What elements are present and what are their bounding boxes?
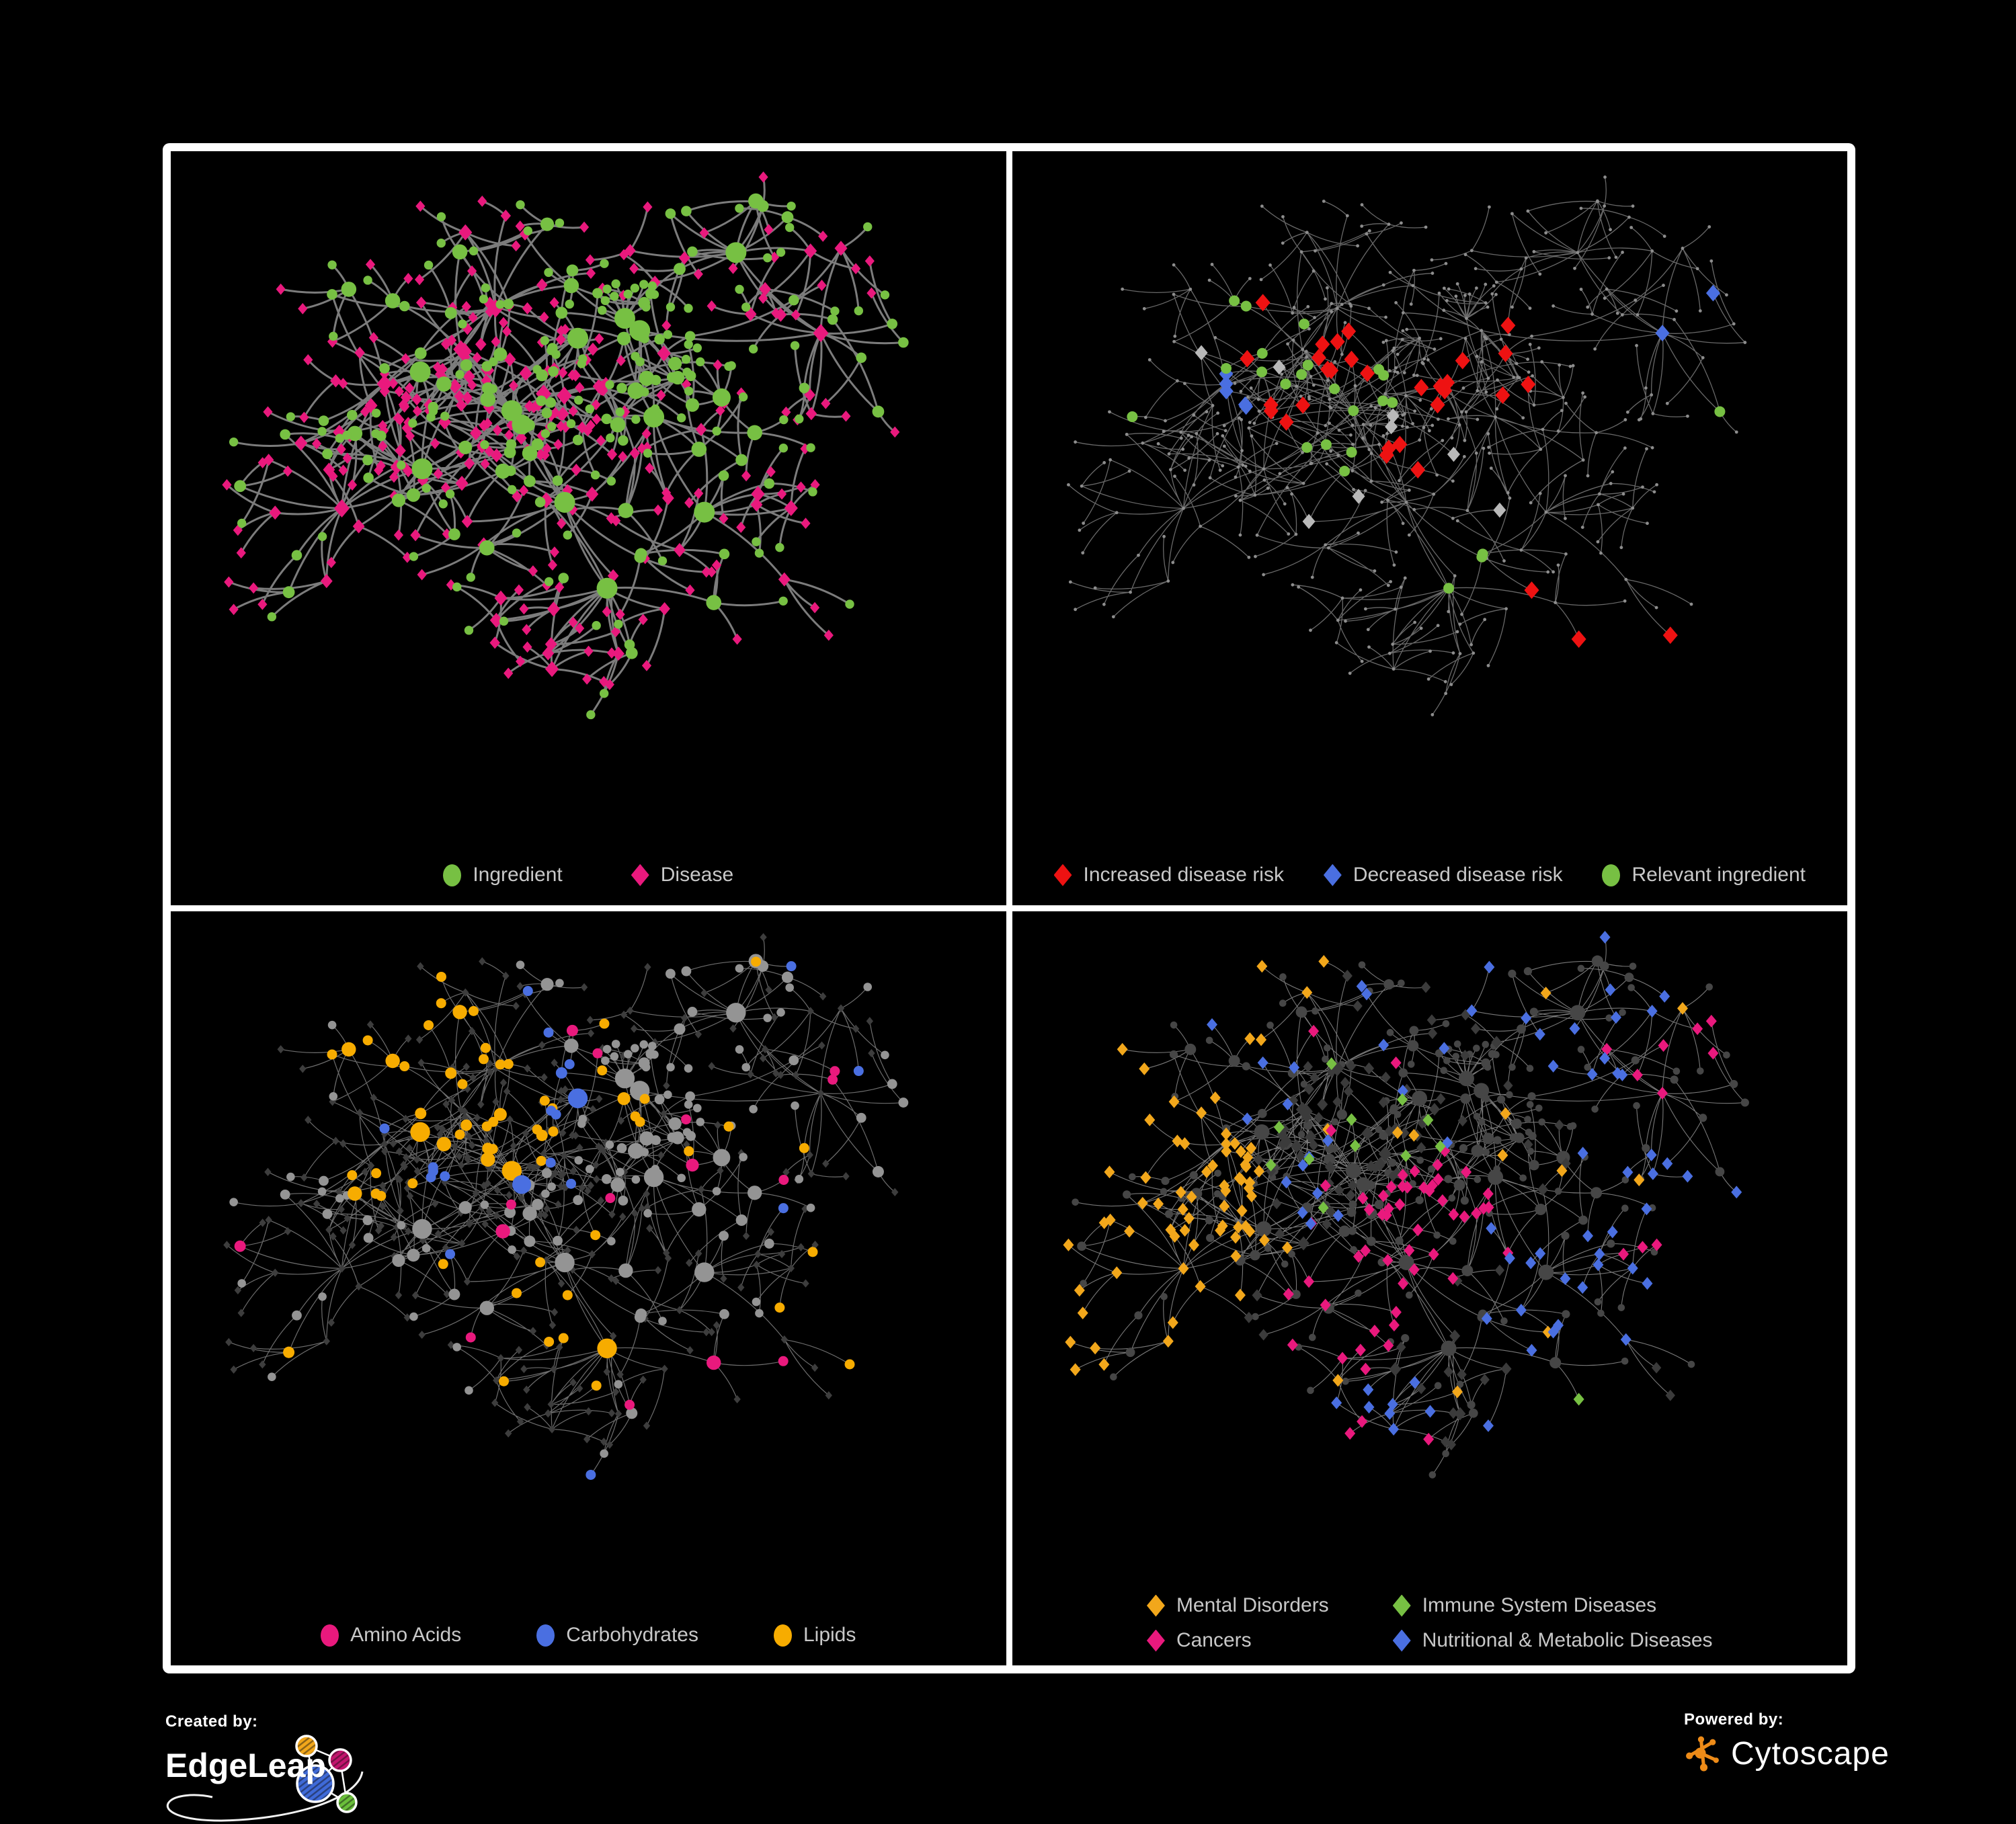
relevant-ingredient-circle-icon (1602, 864, 1621, 886)
legend-ingredient-disease: Ingredient Disease (171, 864, 1006, 886)
legend-disease-classes: Mental Disorders Immune System Diseases … (1012, 1594, 1848, 1652)
panel-ingredient-disease: Ingredient Disease (171, 151, 1006, 905)
legend-item-mental-disorders: Mental Disorders (1146, 1594, 1329, 1617)
legend-item-cancers: Cancers (1146, 1629, 1329, 1652)
legend-label: Nutritional & Metabolic Diseases (1422, 1629, 1713, 1651)
legend-item-decreased-risk: Decreased disease risk (1323, 864, 1563, 886)
legend-label: Lipids (803, 1624, 856, 1646)
powered-by-label: Powered by: (1684, 1710, 1784, 1729)
legend-disease-risk: Increased disease risk Decreased disease… (1012, 864, 1848, 886)
edgeleap-network-icon (166, 1735, 364, 1822)
network-graph-nutrient-classes (223, 933, 909, 1480)
legend-item-amino-acids: Amino Acids (321, 1624, 461, 1647)
panel-disease-classes: Mental Disorders Immune System Diseases … (1012, 911, 1848, 1665)
legend-item-increased-risk: Increased disease risk (1053, 864, 1284, 886)
legend-label: Mental Disorders (1176, 1594, 1329, 1616)
created-by-label: Created by: (165, 1712, 258, 1731)
cytoscape-credit: Powered by: Cytoscape (1684, 1710, 1890, 1772)
mental-disorders-diamond-icon (1146, 1594, 1165, 1617)
ingredient-circle-icon (443, 864, 462, 886)
legend-item-disease: Disease (631, 864, 733, 886)
legend-label: Carbohydrates (566, 1624, 698, 1646)
legend-label: Increased disease risk (1083, 864, 1284, 886)
cancers-diamond-icon (1146, 1629, 1165, 1652)
legend-item-nutritional-metabolic: Nutritional & Metabolic Diseases (1392, 1629, 1713, 1652)
legend-label: Disease (660, 864, 734, 886)
disease-diamond-icon (631, 864, 649, 886)
legend-label: Immune System Diseases (1422, 1594, 1657, 1616)
figure-grid: Ingredient Disease Increased disease ris… (163, 143, 1855, 1673)
panel-nutrient-classes: Amino Acids Carbohydrates Lipids (171, 911, 1006, 1665)
immune-diseases-diamond-icon (1392, 1594, 1411, 1617)
legend-label: Cancers (1176, 1629, 1252, 1651)
legend-label: Relevant ingredient (1631, 864, 1806, 886)
carbohydrates-circle-icon (536, 1624, 555, 1647)
network-graph-disease-risk (1066, 175, 1746, 716)
legend-label: Decreased disease risk (1353, 864, 1563, 886)
cytoscape-logo: Cytoscape (1684, 1735, 1890, 1772)
edgeleap-credit: Created by: (165, 1712, 387, 1822)
network-graph-disease-classes (1062, 931, 1749, 1479)
network-graph-ingredient-disease (222, 171, 909, 720)
nutritional-metabolic-diamond-icon (1392, 1629, 1411, 1652)
cytoscape-wordmark: Cytoscape (1731, 1735, 1890, 1772)
legend-item-relevant-ingredient: Relevant ingredient (1602, 864, 1806, 886)
increased-risk-diamond-icon (1053, 864, 1072, 886)
legend-item-immune-diseases: Immune System Diseases (1392, 1594, 1713, 1617)
edgeleap-logo: EdgeLeap (165, 1731, 387, 1822)
legend-item-carbohydrates: Carbohydrates (536, 1624, 698, 1647)
legend-item-ingredient: Ingredient (443, 864, 563, 886)
decreased-risk-diamond-icon (1323, 864, 1342, 886)
legend-nutrient-classes: Amino Acids Carbohydrates Lipids (171, 1624, 1006, 1647)
edgeleap-wordmark: EdgeLeap (165, 1747, 326, 1784)
legend-item-lipids: Lipids (773, 1624, 856, 1647)
legend-label: Ingredient (473, 864, 563, 886)
amino-acids-circle-icon (321, 1624, 339, 1647)
lipids-circle-icon (773, 1624, 792, 1647)
legend-label: Amino Acids (350, 1624, 462, 1646)
cytoscape-network-icon (1686, 1736, 1719, 1772)
panel-disease-risk: Increased disease risk Decreased disease… (1012, 151, 1848, 905)
